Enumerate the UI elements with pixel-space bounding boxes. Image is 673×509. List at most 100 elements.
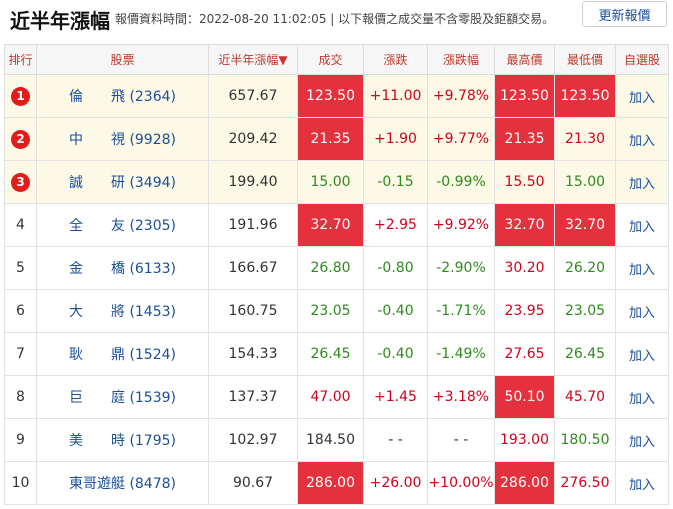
add-watchlist-link[interactable]: 加入 [615,289,669,333]
table-row[interactable]: 6 大將 (1453) 160.75 23.05 -0.40 -1.71% 23.95 23.… [4,289,669,333]
high-cell: 286.00 [494,461,555,505]
stock-code[interactable]: (9928) [129,132,176,148]
rank-cell: 5 [4,246,37,290]
change-cell: -0.40 [363,332,428,376]
table-header-row: 排行 股票 近半年漲幅▼ 成交 漲跌 漲跌幅 最高價 最低價 自選股 [4,44,669,75]
change-pct-cell: -2.90% [427,246,495,290]
refresh-quotes-button[interactable]: 更新報價 [582,1,667,27]
col-high-header[interactable]: 最高價 [494,44,555,75]
change-pct-cell: +9.78% [427,74,495,118]
high-cell: 32.70 [494,203,555,247]
col-change-header[interactable]: 漲跌 [363,44,428,75]
add-watchlist-link[interactable]: 加入 [615,160,669,204]
stock-name-link[interactable]: 中視 [68,132,125,148]
col-change-pct-header[interactable]: 漲跌幅 [427,44,495,75]
price-cell: 184.50 [297,418,364,462]
low-cell: 23.05 [554,289,616,333]
table-row[interactable]: 4 全友 (2305) 191.96 32.70 +2.95 +9.92% 32.70 32.… [4,203,669,247]
stock-code[interactable]: (1539) [129,390,176,406]
add-watchlist-link[interactable]: 加入 [615,74,669,118]
change-cell: -0.80 [363,246,428,290]
col-return-header[interactable]: 近半年漲幅▼ [208,44,298,75]
stock-cell[interactable]: 巨庭 (1539) [36,375,209,419]
high-cell: 23.95 [494,289,555,333]
return-cell: 102.97 [208,418,298,462]
return-cell: 657.67 [208,74,298,118]
stock-name-link[interactable]: 全友 [68,218,125,234]
stock-code[interactable]: (6133) [129,261,176,277]
return-cell: 154.33 [208,332,298,376]
rank-badge: 3 [11,172,30,192]
change-cell: +1.45 [363,375,428,419]
stock-cell[interactable]: 金橋 (6133) [36,246,209,290]
add-watchlist-link[interactable]: 加入 [615,461,669,505]
stock-name-link[interactable]: 東哥遊艇 [68,476,125,492]
low-cell: 21.30 [554,117,616,161]
return-cell: 137.37 [208,375,298,419]
high-cell: 123.50 [494,74,555,118]
rank-cell: 2 [4,117,37,161]
stock-name-link[interactable]: 耿鼎 [68,347,125,363]
rank-cell: 6 [4,289,37,333]
change-cell: +26.00 [363,461,428,505]
col-low-header[interactable]: 最低價 [554,44,616,75]
stock-name-link[interactable]: 倫飛 [68,89,125,105]
price-cell: 286.00 [297,461,364,505]
rank-cell: 9 [4,418,37,462]
table-row[interactable]: 8 巨庭 (1539) 137.37 47.00 +1.45 +3.18% 50.10 45.… [4,375,669,419]
stock-name-link[interactable]: 金橋 [68,261,125,277]
col-watch-header: 自選股 [615,44,669,75]
stock-name-link[interactable]: 大將 [68,304,125,320]
table-row[interactable]: 5 金橋 (6133) 166.67 26.80 -0.80 -2.90% 30.20 26.… [4,246,669,290]
table-row[interactable]: 2 中視 (9928) 209.42 21.35 +1.90 +9.77% 21.35 21.… [4,117,669,161]
stock-cell[interactable]: 東哥遊艇 (8478) [36,461,209,505]
table-row[interactable]: 7 耿鼎 (1524) 154.33 26.45 -0.40 -1.49% 27.65 26.… [4,332,669,376]
change-pct-cell: - - [427,418,495,462]
high-cell: 15.50 [494,160,555,204]
add-watchlist-link[interactable]: 加入 [615,332,669,376]
table-row[interactable]: 3 誠研 (3494) 199.40 15.00 -0.15 -0.99% 15.50 15.… [4,160,669,204]
add-watchlist-link[interactable]: 加入 [615,375,669,419]
change-cell: +11.00 [363,74,428,118]
stock-cell[interactable]: 美時 (1795) [36,418,209,462]
table-row[interactable]: 10 東哥遊艇 (8478) 90.67 286.00 +26.00 +10.00% 286… [4,461,669,505]
stock-cell[interactable]: 耿鼎 (1524) [36,332,209,376]
stock-code[interactable]: (1524) [129,347,176,363]
change-cell: -0.15 [363,160,428,204]
stock-code[interactable]: (3494) [129,175,176,191]
return-cell: 166.67 [208,246,298,290]
low-cell: 32.70 [554,203,616,247]
stock-cell[interactable]: 倫飛 (2364) [36,74,209,118]
table-body: 1 倫飛 (2364) 657.67 123.50 +11.00 +9.78% 123.50… [4,74,669,505]
stock-code[interactable]: (2364) [129,89,176,105]
add-watchlist-link[interactable]: 加入 [615,418,669,462]
stock-code[interactable]: (1795) [129,433,176,449]
stock-cell[interactable]: 大將 (1453) [36,289,209,333]
price-cell: 32.70 [297,203,364,247]
add-watchlist-link[interactable]: 加入 [615,117,669,161]
rank-cell: 1 [4,74,37,118]
col-price-header[interactable]: 成交 [297,44,364,75]
rank-cell: 10 [4,461,37,505]
stock-code[interactable]: (1453) [129,304,176,320]
rank-badge: 1 [11,86,30,106]
stock-cell[interactable]: 全友 (2305) [36,203,209,247]
high-cell: 50.10 [494,375,555,419]
stock-name-link[interactable]: 誠研 [68,175,125,191]
table-row[interactable]: 9 美時 (1795) 102.97 184.50- -- -193.00 180.50… [4,418,669,462]
col-rank-header[interactable]: 排行 [4,44,37,75]
change-pct-cell: +9.92% [427,203,495,247]
stock-code[interactable]: (8478) [129,476,176,492]
stock-cell[interactable]: 誠研 (3494) [36,160,209,204]
col-stock-header[interactable]: 股票 [36,44,209,75]
change-pct-cell: -1.71% [427,289,495,333]
stock-code[interactable]: (2305) [129,218,176,234]
stock-name-link[interactable]: 巨庭 [68,390,125,406]
stock-cell[interactable]: 中視 (9928) [36,117,209,161]
stock-name-link[interactable]: 美時 [68,433,125,449]
table-row[interactable]: 1 倫飛 (2364) 657.67 123.50 +11.00 +9.78% 123.50… [4,74,669,118]
add-watchlist-link[interactable]: 加入 [615,246,669,290]
add-watchlist-link[interactable]: 加入 [615,203,669,247]
return-cell: 209.42 [208,117,298,161]
low-cell: 180.50 [554,418,616,462]
